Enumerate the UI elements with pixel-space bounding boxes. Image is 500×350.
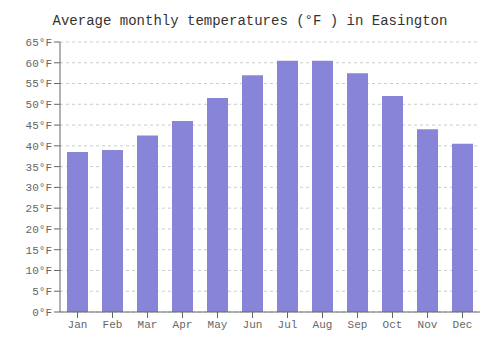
svg-text:Jun: Jun <box>243 319 263 331</box>
svg-text:Apr: Apr <box>173 319 193 331</box>
svg-text:0°F: 0°F <box>32 307 52 319</box>
svg-text:30°F: 30°F <box>26 182 52 194</box>
svg-text:Nov: Nov <box>418 319 438 331</box>
svg-text:65°F: 65°F <box>26 37 52 49</box>
svg-text:Jul: Jul <box>278 319 298 331</box>
svg-text:Aug: Aug <box>313 319 333 331</box>
svg-text:Dec: Dec <box>453 319 473 331</box>
svg-text:Sep: Sep <box>348 319 368 331</box>
svg-text:50°F: 50°F <box>26 99 52 111</box>
svg-text:45°F: 45°F <box>26 120 52 132</box>
svg-text:60°F: 60°F <box>26 58 52 70</box>
svg-text:May: May <box>208 319 228 331</box>
svg-text:5°F: 5°F <box>32 286 52 298</box>
svg-text:20°F: 20°F <box>26 224 52 236</box>
html-text:Average monthly temperatures (: Average monthly temperatures (°F ) in Ea… <box>52 13 448 29</box>
svg-text:Oct: Oct <box>383 319 403 331</box>
svg-text:55°F: 55°F <box>26 78 52 90</box>
svg-text:10°F: 10°F <box>26 265 52 277</box>
svg-text:15°F: 15°F <box>26 245 52 257</box>
svg-text:Jan: Jan <box>68 319 88 331</box>
svg-text:Mar: Mar <box>138 319 158 331</box>
svg-text:40°F: 40°F <box>26 141 52 153</box>
svg-text:35°F: 35°F <box>26 162 52 174</box>
svg-text:Feb: Feb <box>103 319 123 331</box>
svg-text:25°F: 25°F <box>26 203 52 215</box>
